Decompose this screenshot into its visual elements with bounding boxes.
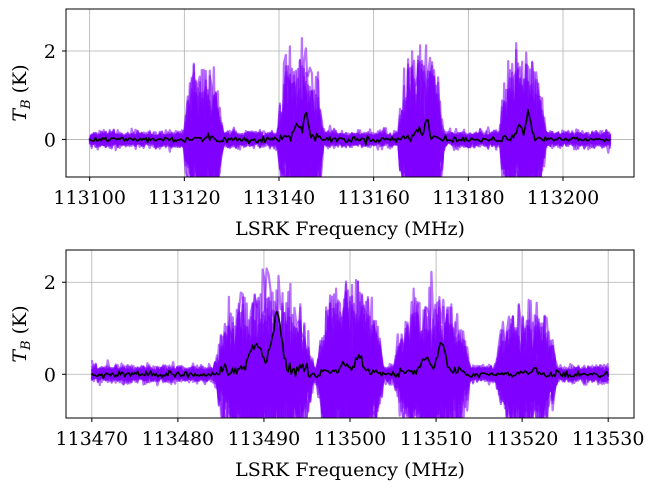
- x-tick-label: 113200: [527, 187, 600, 209]
- y-tick-label: 0: [44, 129, 56, 151]
- x-axis-label: LSRK Frequency (MHz): [235, 218, 465, 240]
- x-tick-label: 113100: [53, 187, 126, 209]
- x-tick-label: 113140: [243, 187, 316, 209]
- x-tick-label: 113500: [314, 428, 387, 450]
- y-tick-label: 2: [44, 272, 56, 294]
- mean-trace: [89, 108, 611, 146]
- sample-trace: [89, 60, 611, 177]
- x-tick-label: 113180: [432, 187, 505, 209]
- x-tick-label: 113160: [337, 187, 410, 209]
- y-axis-label: TB (K): [9, 64, 34, 121]
- bottom-spectrum-panel: 113470 113480 113490 113500 113510 113520 1135…: [9, 249, 645, 481]
- plot-area: [90, 267, 610, 418]
- y-axis-label: TB (K): [9, 305, 34, 362]
- mean-trace: [91, 310, 609, 380]
- x-tick-label: 113530: [572, 428, 645, 450]
- x-axis-label: LSRK Frequency (MHz): [235, 459, 465, 481]
- x-tick-label: 113490: [228, 428, 301, 450]
- x-tick-label: 113480: [142, 428, 215, 450]
- x-tick-label: 113120: [148, 187, 221, 209]
- axes-frame: [65, 8, 635, 178]
- plot-area: [88, 37, 612, 177]
- x-tick-label: 113520: [486, 428, 559, 450]
- top-spectrum-panel: 113100 113120 113140 113160 113180 113200 0 2 LS…: [9, 8, 635, 240]
- x-tick-label: 113470: [56, 428, 129, 450]
- x-tick-label: 113510: [400, 428, 473, 450]
- y-tick-label: 2: [44, 41, 56, 63]
- y-tick-label: 0: [44, 364, 56, 386]
